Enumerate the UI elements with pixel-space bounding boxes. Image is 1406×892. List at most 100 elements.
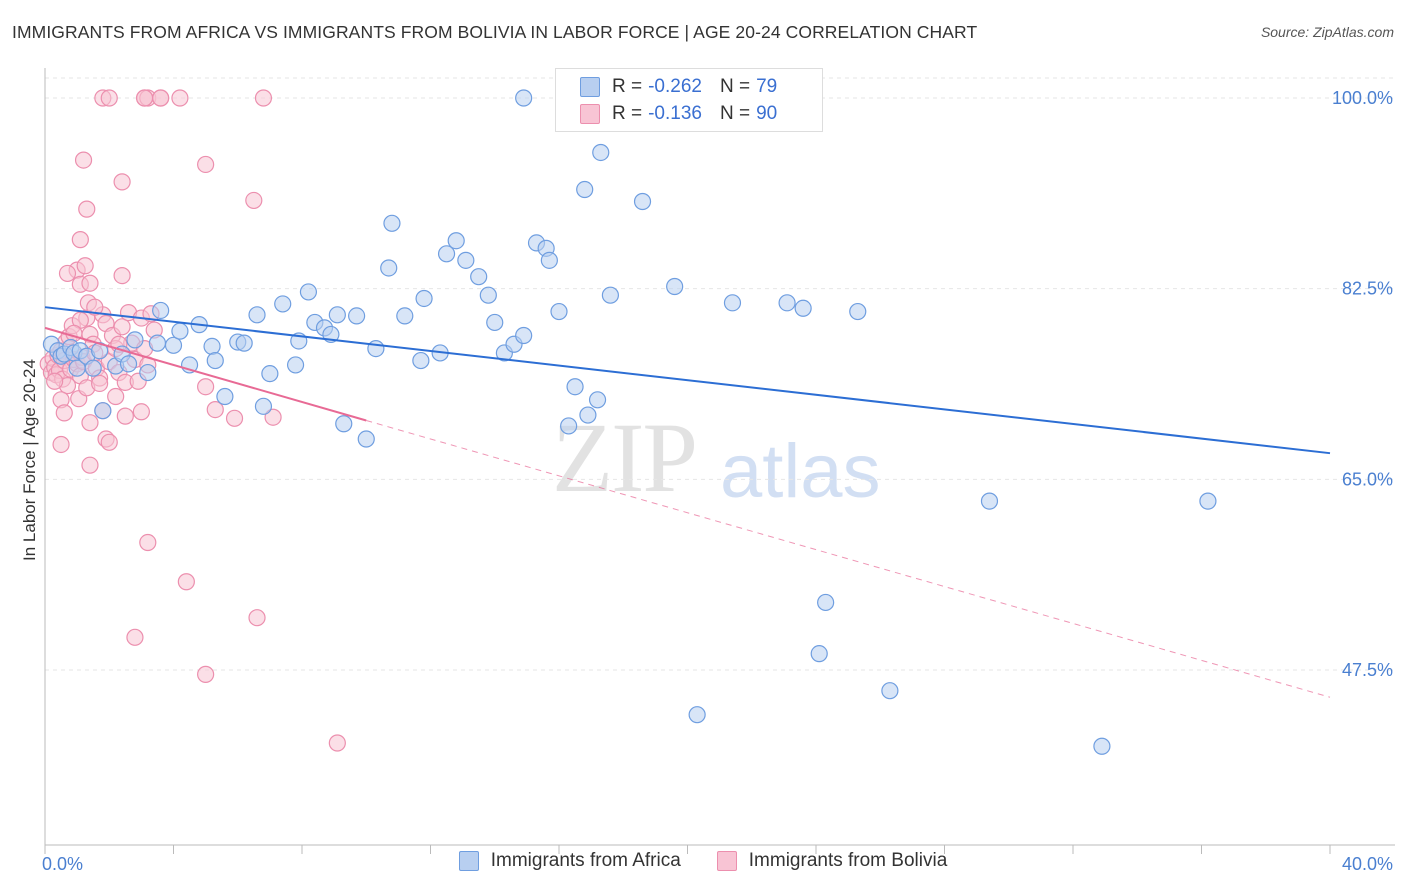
africa-point [810,645,828,663]
correlation-legend: R = -0.262 N = 79 R = -0.136 N = 90 [555,68,823,132]
africa-point [447,232,465,250]
bolivia-point [55,404,73,422]
bolivia-point [81,274,99,292]
africa-point [206,351,224,370]
bolivia-point [71,231,89,249]
legend-row-bolivia: R = -0.136 N = 90 [580,100,777,128]
africa-point [437,245,456,263]
africa-point [592,143,610,162]
bolivia-n-label: N = [719,103,751,124]
africa-trend-line [44,306,1331,455]
africa-point [254,397,273,415]
africa-point [560,417,578,435]
africa-point [1093,737,1111,755]
africa-point [119,355,138,373]
africa-point [148,334,167,352]
bolivia-point [171,89,189,107]
africa-point [515,326,533,345]
africa-point [171,322,189,340]
bolivia-point [113,318,131,336]
bolivia-point [177,573,195,591]
trend-lines [44,306,1331,698]
africa-point [139,363,157,382]
legend-row-africa: R = -0.262 N = 79 [580,73,777,101]
bolivia-point [197,155,215,174]
africa-point [415,289,433,308]
bolivia-point [76,257,94,275]
bolivia-point [86,298,104,316]
y-tick-label: 82.5% [1342,279,1393,299]
bolivia-point [132,403,150,421]
africa-point [152,301,170,320]
africa-point [566,378,584,396]
legend-item-africa[interactable]: Immigrants from Africa [458,850,681,872]
africa-point [286,356,305,374]
africa-point [1199,492,1217,510]
africa-point [540,251,558,269]
africa-point [299,283,318,301]
africa-point [94,402,112,420]
africa-point [126,331,144,349]
x-tick-label-max: 40.0% [1342,854,1393,874]
bolivia-r-value: -0.136 [648,103,702,124]
africa-point [479,286,497,304]
bolivia-point [126,628,144,646]
bolivia-r-label: R = [612,103,643,124]
bolivia-point [74,151,93,169]
africa-points [42,89,1217,755]
bolivia-point [113,266,131,285]
africa-n-label: N = [719,76,751,97]
source-label: Source: ZipAtlas.com [1260,24,1394,40]
africa-point [261,365,279,383]
africa-point [980,492,999,510]
bolivia-point [91,374,109,393]
africa-point [579,406,597,424]
bolivia-point [328,734,346,752]
africa-point [515,89,533,107]
axes [44,68,1395,854]
bolivia-legend-swatch [716,851,737,871]
y-tick-label: 100.0% [1332,88,1393,108]
bolivia-point [107,387,125,406]
bolivia-point [58,264,77,283]
africa-point [470,268,488,286]
bolivia-point [135,89,154,107]
africa-point [881,682,899,700]
africa-point [588,391,607,409]
bolivia-point [254,89,273,107]
africa-point [335,415,353,433]
africa-point [412,351,430,370]
legend-item-bolivia[interactable]: Immigrants from Bolivia [716,850,948,872]
africa-point [633,192,652,211]
africa-point [328,306,346,324]
africa-swatch [580,77,600,97]
bolivia-points [39,89,346,752]
bolivia-trend-line [44,326,367,422]
africa-point [367,339,385,358]
africa-point [550,302,568,321]
africa-legend-label: Immigrants from Africa [490,850,681,871]
africa-point [274,295,292,313]
africa-point [817,593,835,612]
bolivia-point [197,665,215,683]
africa-point [164,336,183,354]
africa-point [248,306,266,324]
bolivia-point [139,533,157,552]
africa-point [849,302,867,321]
bolivia-point [65,324,83,342]
bolivia-point [225,409,244,427]
y-tick-label: 47.5% [1342,660,1393,680]
bolivia-point [113,173,131,191]
bolivia-legend-label: Immigrants from Bolivia [748,850,948,871]
bolivia-point [46,372,64,390]
africa-point [216,387,234,406]
y-axis-label: In Labor Force | Age 20-24 [20,359,39,561]
africa-legend-swatch [458,851,479,871]
africa-r-label: R = [612,76,643,97]
africa-point [601,286,620,304]
bolivia-point [81,414,99,432]
chart-title: IMMIGRANTS FROM AFRICA VS IMMIGRANTS FRO… [12,22,978,42]
africa-point [84,359,102,377]
bolivia-point [264,408,282,426]
